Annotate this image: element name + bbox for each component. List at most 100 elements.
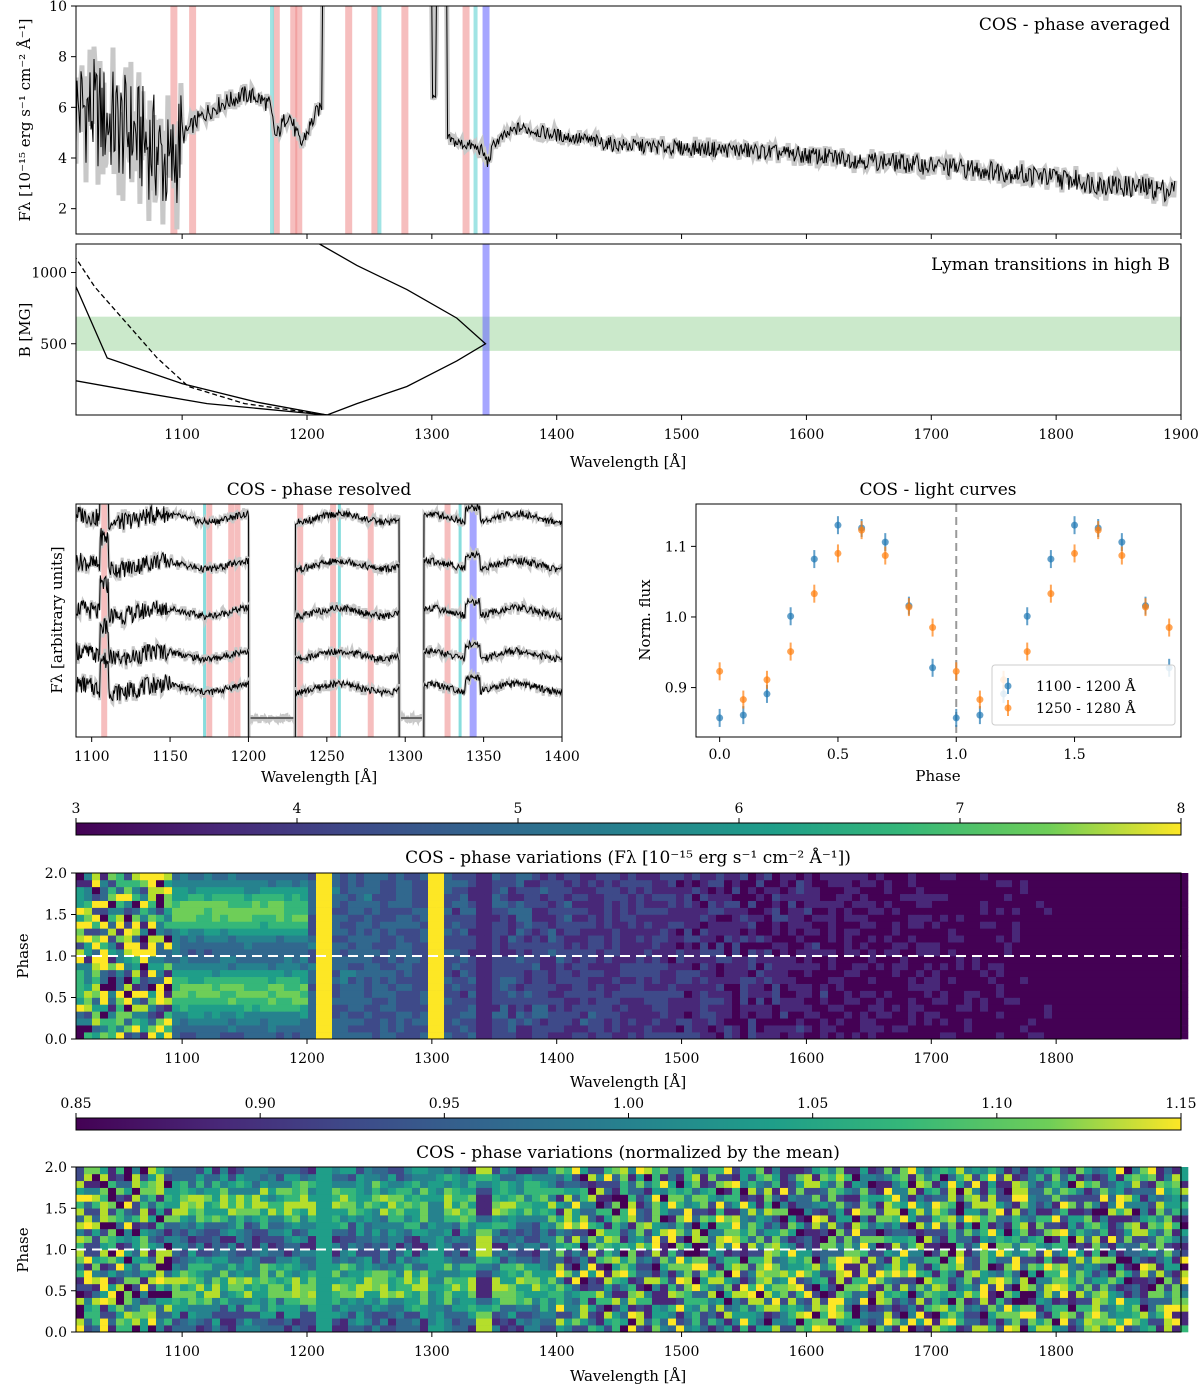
heatmap-cell bbox=[668, 928, 677, 936]
heatmap-cell bbox=[628, 1304, 637, 1312]
heatmap-cell bbox=[1052, 1304, 1061, 1312]
heatmap-cell bbox=[308, 1304, 317, 1312]
heatmap-cell bbox=[908, 879, 917, 888]
heatmap-cell bbox=[772, 914, 781, 922]
heatmap-cell bbox=[468, 990, 477, 998]
heatmap-cell bbox=[468, 914, 477, 922]
heatmap-cell bbox=[340, 962, 349, 971]
heatmap-cell bbox=[676, 921, 685, 929]
heatmap-cell bbox=[788, 983, 797, 991]
heatmap-cell bbox=[84, 907, 93, 915]
heatmap-cell bbox=[124, 1004, 133, 1012]
heatmap-cell bbox=[988, 873, 997, 881]
heatmap-cell bbox=[836, 942, 845, 950]
heatmap-cell bbox=[916, 1304, 925, 1312]
heatmap-cell bbox=[460, 976, 469, 984]
x-tick-label: 1.0 bbox=[945, 747, 967, 763]
heatmap-cell bbox=[828, 1004, 837, 1012]
heatmap-cell bbox=[84, 914, 93, 922]
heatmap-cell bbox=[612, 1311, 621, 1319]
heatmap-cell bbox=[548, 1297, 557, 1305]
heatmap-cell bbox=[1148, 1290, 1157, 1298]
heatmap-cell bbox=[948, 921, 957, 929]
heatmap-cell bbox=[444, 1297, 453, 1305]
heatmap-cell bbox=[132, 921, 141, 929]
heatmap-cell bbox=[204, 1283, 213, 1292]
heatmap-cell bbox=[516, 1318, 525, 1326]
heatmap-cell bbox=[540, 1004, 549, 1012]
heatmap-cell bbox=[508, 907, 517, 915]
heatmap-cell bbox=[300, 1004, 309, 1012]
heatmap-cell bbox=[220, 956, 229, 964]
heatmap-cell bbox=[276, 1263, 285, 1271]
heatmap-cell bbox=[260, 907, 269, 915]
heatmap-cell bbox=[676, 914, 685, 922]
heatmap-cell bbox=[748, 1263, 757, 1271]
heatmap-cell bbox=[836, 914, 845, 922]
heatmap-cell bbox=[540, 886, 549, 895]
heatmap-cell bbox=[316, 935, 325, 943]
heatmap-cell bbox=[1164, 1018, 1173, 1026]
heatmap-cell bbox=[260, 942, 269, 950]
heatmap-cell bbox=[1076, 935, 1085, 943]
heatmap-cell bbox=[372, 1270, 381, 1278]
heatmap-cell bbox=[852, 983, 861, 991]
heatmap-cell bbox=[1052, 928, 1061, 936]
heatmap-cell bbox=[1084, 956, 1093, 964]
heatmap-cell bbox=[156, 1290, 165, 1298]
heatmap-cell bbox=[404, 1290, 413, 1298]
heatmap-cell bbox=[668, 1277, 677, 1285]
heatmap-cell bbox=[732, 997, 741, 1005]
heatmap-cell bbox=[1028, 969, 1037, 978]
heatmap-cell bbox=[300, 1318, 309, 1326]
heatmap-cell bbox=[172, 956, 181, 964]
heatmap-cell bbox=[348, 1025, 357, 1033]
heatmap-cell bbox=[788, 990, 797, 998]
heatmap-cell bbox=[948, 983, 957, 991]
heatmap-cell bbox=[1044, 873, 1053, 881]
heatmap-cell bbox=[924, 962, 933, 971]
heatmap-cell bbox=[780, 1325, 789, 1333]
heatmap-cell bbox=[1060, 900, 1069, 908]
heatmap-cell bbox=[276, 893, 285, 901]
heatmap-cell bbox=[524, 949, 533, 957]
heatmap-cell bbox=[1084, 969, 1093, 978]
heatmap-cell bbox=[316, 956, 325, 964]
heatmap-cell bbox=[204, 1011, 213, 1019]
heatmap-cell bbox=[508, 1304, 517, 1312]
heatmap-cell bbox=[860, 1263, 869, 1271]
heatmap-cell bbox=[612, 1270, 621, 1278]
heatmap-cell bbox=[236, 976, 245, 984]
heatmap-cell bbox=[508, 1011, 517, 1019]
heatmap-cell bbox=[1116, 956, 1125, 964]
heatmap-cell bbox=[356, 1270, 365, 1278]
heatmap-cell bbox=[884, 1018, 893, 1026]
heatmap-cell bbox=[340, 1297, 349, 1305]
heatmap-cell bbox=[292, 956, 301, 964]
heatmap-cell bbox=[660, 1297, 669, 1305]
light-curve-point bbox=[858, 526, 866, 534]
heatmap-cell bbox=[564, 935, 573, 943]
heatmap-cell bbox=[956, 1263, 965, 1271]
heatmap-cell bbox=[460, 1004, 469, 1012]
heatmap-cell bbox=[180, 1011, 189, 1019]
heatmap-cell bbox=[548, 1290, 557, 1298]
heatmap-cell bbox=[148, 921, 157, 929]
heatmap-cell bbox=[804, 928, 813, 936]
heatmap-cell bbox=[1116, 1004, 1125, 1012]
heatmap-cell bbox=[420, 1032, 429, 1040]
heatmap-cell bbox=[1100, 1011, 1109, 1019]
heatmap-cell bbox=[356, 1277, 365, 1285]
heatmap-cell bbox=[396, 1277, 405, 1285]
heatmap-cell bbox=[772, 886, 781, 895]
heatmap-cell bbox=[460, 942, 469, 950]
heatmap-cell bbox=[316, 1263, 325, 1271]
heatmap-cell bbox=[700, 928, 709, 936]
heatmap-cell bbox=[292, 1004, 301, 1012]
absorption-line-red bbox=[345, 6, 353, 234]
heatmap-cell bbox=[108, 1263, 117, 1271]
heatmap-cell bbox=[900, 1277, 909, 1285]
heatmap-cell bbox=[324, 1018, 333, 1026]
heatmap-cell bbox=[652, 928, 661, 936]
heatmap-cell bbox=[828, 983, 837, 991]
